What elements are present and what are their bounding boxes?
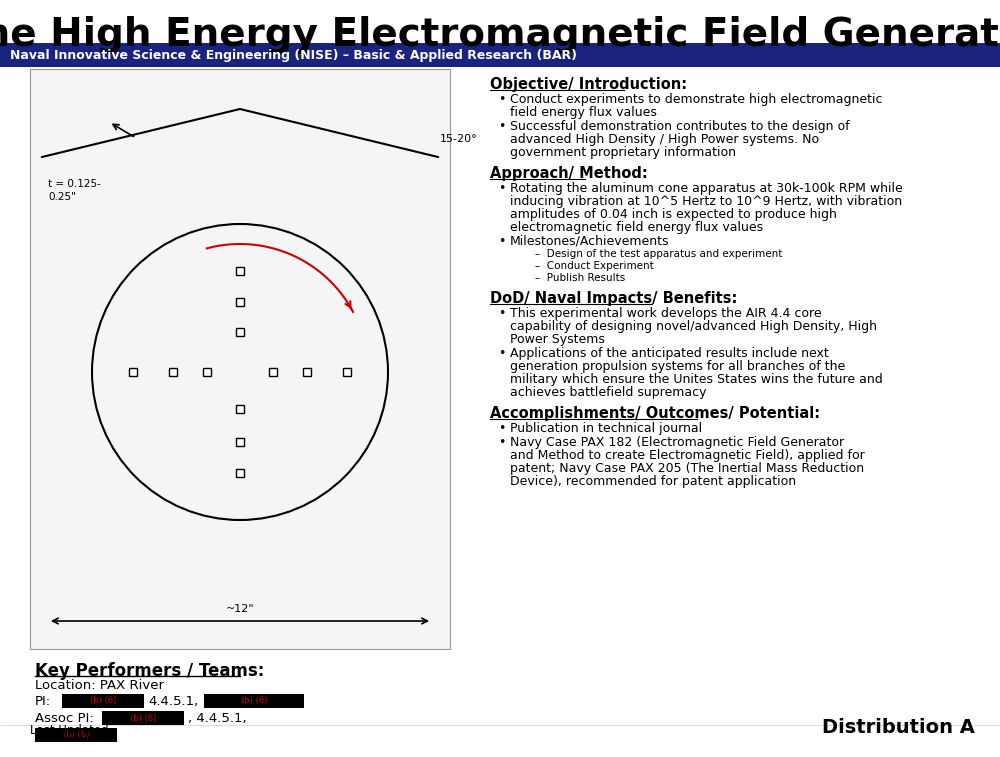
Bar [269, 368, 277, 376]
Text: government proprietary information: government proprietary information [510, 146, 736, 159]
Text: t = 0.125-
0.25": t = 0.125- 0.25" [48, 179, 101, 202]
Text: Device), recommended for patent application: Device), recommended for patent applicat… [510, 475, 796, 488]
Text: The High Energy Electromagnetic Field Generator: The High Energy Electromagnetic Field Ge… [0, 16, 1000, 54]
Text: Milestones/Achievements: Milestones/Achievements [510, 235, 670, 248]
Text: Assoc PI:: Assoc PI: [35, 712, 94, 725]
Bar [236, 328, 244, 336]
Text: Distribution A: Distribution A [822, 718, 975, 737]
Bar [0, 43, 1000, 67]
Text: (b) (6): (b) (6) [90, 696, 116, 706]
Text: capability of designing novel/advanced High Density, High: capability of designing novel/advanced H… [510, 320, 877, 333]
Text: (b) (6): (b) (6) [130, 714, 156, 722]
Text: Power Systems: Power Systems [510, 333, 605, 346]
Text: Objective/ Introduction:: Objective/ Introduction: [490, 77, 687, 92]
Text: 15-20°: 15-20° [440, 134, 478, 144]
Text: •: • [498, 307, 505, 320]
Text: Approach/ Method:: Approach/ Method: [490, 166, 648, 181]
Text: ~12": ~12" [226, 604, 254, 614]
Text: Conduct experiments to demonstrate high electromagnetic: Conduct experiments to demonstrate high … [510, 93, 883, 106]
Bar [236, 438, 244, 446]
Text: •: • [498, 93, 505, 106]
Text: –  Conduct Experiment: – Conduct Experiment [535, 261, 654, 271]
Bar [343, 368, 351, 376]
Text: 4.4.5.1,: 4.4.5.1, [148, 695, 198, 708]
Text: Successful demonstration contributes to the design of: Successful demonstration contributes to … [510, 120, 850, 133]
Bar [30, 69, 450, 649]
Text: generation propulsion systems for all branches of the: generation propulsion systems for all br… [510, 360, 845, 373]
Bar [236, 405, 244, 413]
Bar [303, 368, 311, 376]
Text: •: • [498, 347, 505, 360]
Bar [203, 368, 211, 376]
Bar [35, 728, 117, 742]
Text: Applications of the anticipated results include next: Applications of the anticipated results … [510, 347, 829, 360]
Bar [169, 368, 177, 376]
Text: This experimental work develops the AIR 4.4 core: This experimental work develops the AIR … [510, 307, 822, 320]
Text: PI:: PI: [35, 695, 51, 708]
Text: Last Updated:: Last Updated: [30, 724, 113, 737]
Text: •: • [498, 436, 505, 449]
Text: –  Design of the test apparatus and experiment: – Design of the test apparatus and exper… [535, 249, 782, 259]
Text: inducing vibration at 10^5 Hertz to 10^9 Hertz, with vibration: inducing vibration at 10^5 Hertz to 10^9… [510, 195, 902, 208]
Text: achieves battlefield supremacy: achieves battlefield supremacy [510, 386, 706, 399]
Text: Publication in technical journal: Publication in technical journal [510, 422, 702, 435]
Text: •: • [498, 182, 505, 195]
Text: –  Publish Results: – Publish Results [535, 273, 625, 283]
Text: Location: PAX River: Location: PAX River [35, 679, 164, 692]
Text: Navy Case PAX 182 (Electromagnetic Field Generator: Navy Case PAX 182 (Electromagnetic Field… [510, 436, 844, 449]
Text: Accomplishments/ Outcomes/ Potential:: Accomplishments/ Outcomes/ Potential: [490, 406, 820, 421]
Bar [129, 368, 137, 376]
Text: patent; Navy Case PAX 205 (The Inertial Mass Reduction: patent; Navy Case PAX 205 (The Inertial … [510, 462, 864, 475]
Bar [62, 694, 144, 708]
Bar [236, 267, 244, 276]
Text: advanced High Density / High Power systems. No: advanced High Density / High Power syste… [510, 133, 819, 146]
Text: (b) (6): (b) (6) [241, 696, 267, 706]
Bar [102, 711, 184, 725]
Bar [204, 694, 304, 708]
Text: •: • [498, 120, 505, 133]
Bar [236, 469, 244, 477]
Text: •: • [498, 422, 505, 435]
Text: Key Performers / Teams:: Key Performers / Teams: [35, 662, 264, 680]
Text: Naval Innovative Science & Engineering (NISE) – Basic & Applied Research (BAR): Naval Innovative Science & Engineering (… [10, 48, 577, 61]
Text: military which ensure the Unites States wins the future and: military which ensure the Unites States … [510, 373, 883, 386]
Text: field energy flux values: field energy flux values [510, 106, 657, 119]
Text: amplitudes of 0.04 inch is expected to produce high: amplitudes of 0.04 inch is expected to p… [510, 208, 837, 221]
Text: , 4.4.5.1,: , 4.4.5.1, [188, 712, 247, 725]
Text: electromagnetic field energy flux values: electromagnetic field energy flux values [510, 221, 763, 234]
Bar [236, 298, 244, 307]
Text: and Method to create Electromagnetic Field), applied for: and Method to create Electromagnetic Fie… [510, 449, 865, 462]
Text: •: • [498, 235, 505, 248]
Text: DoD/ Naval Impacts/ Benefits:: DoD/ Naval Impacts/ Benefits: [490, 291, 737, 306]
Text: Rotating the aluminum cone apparatus at 30k-100k RPM while: Rotating the aluminum cone apparatus at … [510, 182, 903, 195]
Text: (b) (6): (b) (6) [63, 731, 89, 740]
